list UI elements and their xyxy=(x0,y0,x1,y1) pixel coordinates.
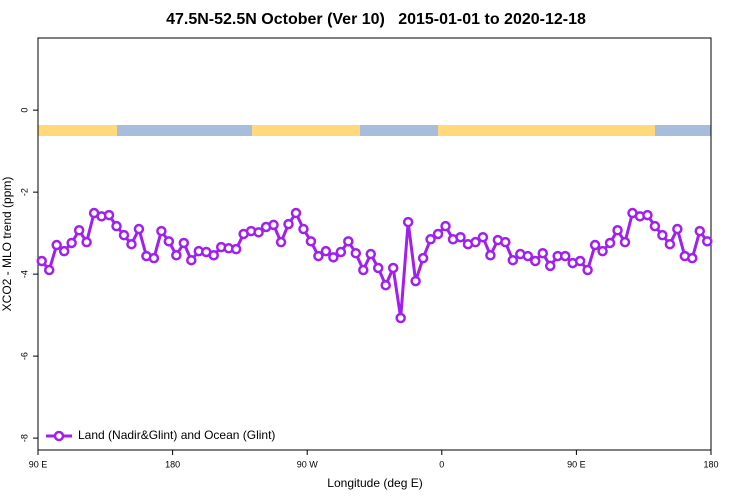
data-point xyxy=(335,246,347,258)
data-point xyxy=(559,250,571,262)
x-tick-label: 90 W xyxy=(297,459,319,469)
land-segment xyxy=(252,125,360,136)
data-point xyxy=(268,219,279,231)
land-segment xyxy=(438,125,655,136)
data-point xyxy=(81,236,92,248)
data-point xyxy=(328,252,339,263)
y-axis-label: XCO2 - MLO trend (ppm) xyxy=(0,177,14,312)
data-point xyxy=(365,248,377,260)
land-segment xyxy=(38,125,117,136)
data-point xyxy=(417,252,429,264)
data-point xyxy=(702,236,713,247)
data-point xyxy=(395,312,406,324)
data-point xyxy=(126,238,137,250)
y-tick-label: -6 xyxy=(19,352,29,360)
data-point xyxy=(118,229,130,241)
data-point xyxy=(694,225,706,237)
data-point xyxy=(387,262,399,274)
data-point xyxy=(455,231,466,243)
data-point xyxy=(305,236,317,247)
x-axis-label: Longitude (deg E) xyxy=(327,476,422,490)
data-point xyxy=(477,231,489,243)
data-point xyxy=(58,245,70,257)
data-point xyxy=(672,223,683,235)
data-point xyxy=(156,225,167,237)
data-point xyxy=(440,220,451,232)
data-point xyxy=(657,229,668,241)
data-point xyxy=(171,250,182,261)
data-point xyxy=(36,255,47,267)
data-point xyxy=(589,239,601,251)
data-point xyxy=(500,236,511,248)
data-point xyxy=(320,245,332,257)
data-point xyxy=(522,250,534,262)
data-point xyxy=(530,255,541,267)
legend-label: Land (Nadir&Glint) and Ocean (Glint) xyxy=(78,428,275,442)
x-tick-label: 90 E xyxy=(567,459,586,469)
data-point xyxy=(664,238,676,250)
ocean-segment xyxy=(117,125,252,136)
y-tick-label: -4 xyxy=(19,270,29,278)
data-point xyxy=(133,223,145,235)
data-point xyxy=(163,236,175,247)
x-tick-label: 180 xyxy=(165,459,180,469)
x-tick-label: 0 xyxy=(439,459,444,469)
data-point xyxy=(186,254,197,266)
data-point xyxy=(298,223,309,235)
data-point xyxy=(507,254,519,266)
data-point xyxy=(380,279,391,291)
ocean-segment xyxy=(655,125,711,136)
x-tick-label: 90 E xyxy=(29,459,48,469)
data-point xyxy=(619,236,631,248)
data-point xyxy=(582,264,593,276)
data-point xyxy=(537,247,548,259)
data-point xyxy=(313,250,324,262)
data-point xyxy=(350,247,362,259)
data-point xyxy=(208,250,219,261)
data-point xyxy=(544,260,556,272)
data-point xyxy=(425,234,436,245)
data-point xyxy=(649,220,661,232)
data-point xyxy=(290,207,302,219)
data-point xyxy=(111,220,122,232)
data-point xyxy=(253,227,264,238)
data-point xyxy=(178,237,190,249)
data-point xyxy=(275,236,287,248)
data-point xyxy=(485,250,496,261)
data-point xyxy=(343,236,354,247)
data-point xyxy=(66,237,77,249)
data-point xyxy=(148,252,160,264)
data-point xyxy=(410,275,421,287)
data-point xyxy=(43,264,55,276)
y-tick-label: -2 xyxy=(19,188,29,196)
land-ocean-strip xyxy=(38,125,711,136)
data-point xyxy=(687,252,698,264)
data-point xyxy=(230,243,242,255)
y-tick-label: 0 xyxy=(19,108,29,113)
data-point xyxy=(597,245,608,257)
chart-title: 47.5N-52.5N October (Ver 10) 2015-01-01 … xyxy=(166,11,586,28)
data-point xyxy=(283,218,294,230)
data-point xyxy=(574,255,586,267)
data-point xyxy=(103,209,115,221)
data-point xyxy=(604,237,616,249)
data-point xyxy=(470,236,481,248)
data-point xyxy=(51,239,62,251)
data-point xyxy=(612,225,623,236)
data-point xyxy=(372,262,384,274)
data-point xyxy=(432,228,444,240)
data-point xyxy=(358,264,369,276)
ocean-segment xyxy=(360,125,438,136)
legend-marker xyxy=(53,430,65,442)
y-tick-label: -8 xyxy=(19,434,29,442)
x-tick-label: 180 xyxy=(703,459,718,469)
data-point xyxy=(642,209,653,221)
data-point xyxy=(73,225,85,236)
data-point xyxy=(402,216,414,228)
